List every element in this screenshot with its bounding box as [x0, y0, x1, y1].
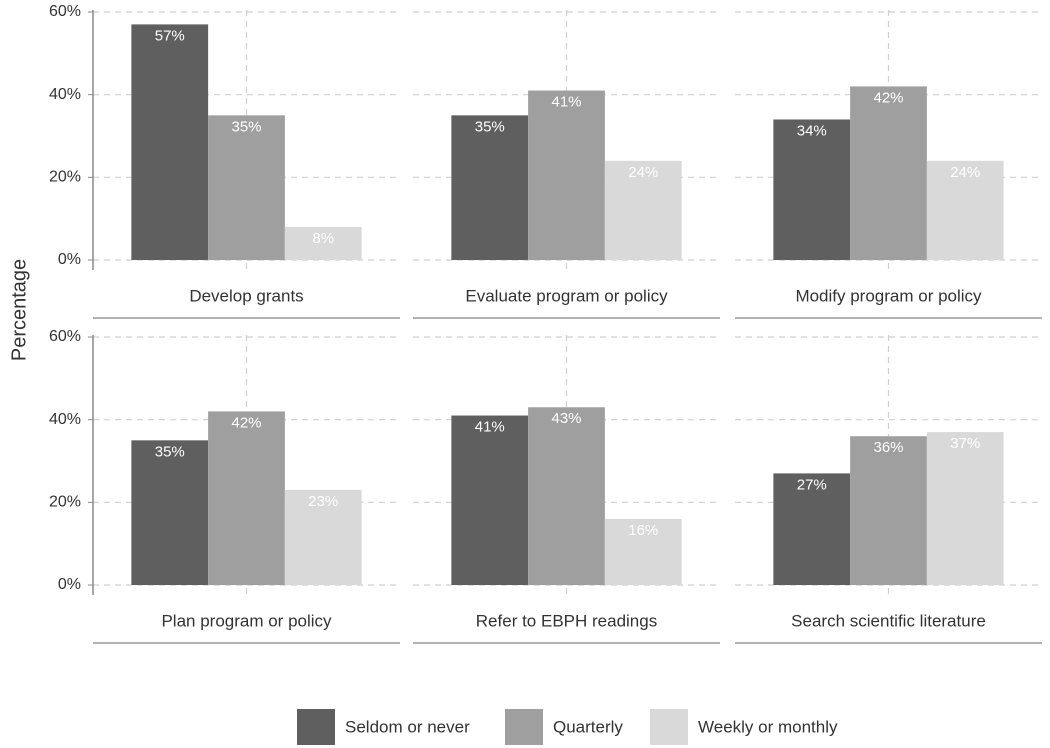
facet-label: Evaluate program or policy [465, 286, 668, 305]
facet-label: Search scientific literature [791, 611, 986, 630]
value-label: 42% [231, 414, 261, 431]
y-tick-label: 60% [49, 328, 81, 345]
legend-swatch [650, 709, 688, 745]
value-label: 35% [155, 443, 185, 460]
bar [284, 489, 362, 585]
value-label: 16% [628, 522, 658, 539]
value-label: 23% [308, 493, 338, 510]
bar [131, 440, 209, 585]
bar [528, 407, 605, 585]
facet-label: Refer to EBPH readings [476, 611, 657, 630]
bar [208, 115, 285, 260]
bar [773, 119, 851, 260]
value-label: 43% [551, 410, 581, 427]
value-label: 41% [475, 419, 505, 436]
legend-swatch [297, 709, 335, 745]
value-label: 24% [628, 164, 658, 181]
bar [926, 432, 1004, 585]
bar [850, 86, 927, 261]
legend-label: Seldom or never [345, 717, 470, 736]
value-label: 35% [475, 118, 505, 135]
bar [208, 411, 285, 585]
value-label: 36% [873, 439, 903, 456]
y-tick-label: 40% [49, 411, 81, 428]
facet-label: Develop grants [189, 286, 303, 305]
value-label: 35% [231, 118, 261, 135]
value-label: 34% [797, 122, 827, 139]
bar [926, 160, 1004, 260]
value-label: 37% [950, 435, 980, 452]
legend-label: Quarterly [553, 717, 623, 736]
bar [451, 115, 529, 260]
value-label: 42% [873, 89, 903, 106]
y-axis-title: Percentage [8, 259, 30, 361]
bar [528, 90, 605, 261]
facet-label: Modify program or policy [795, 286, 982, 305]
facet-label: Plan program or policy [161, 611, 332, 630]
bar [850, 436, 927, 585]
legend-swatch [505, 709, 543, 745]
y-tick-label: 20% [49, 169, 81, 186]
value-label: 41% [551, 94, 581, 111]
y-tick-label: 20% [49, 494, 81, 511]
bar [451, 415, 529, 585]
value-label: 27% [797, 476, 827, 493]
bar [773, 473, 851, 585]
y-tick-label: 40% [49, 86, 81, 103]
value-label: 8% [312, 230, 334, 247]
bar [604, 518, 682, 585]
y-tick-label: 0% [58, 251, 81, 268]
value-label: 57% [155, 27, 185, 44]
value-label: 24% [950, 164, 980, 181]
bar [284, 226, 362, 260]
y-tick-label: 0% [58, 576, 81, 593]
bar [604, 160, 682, 260]
bar [131, 24, 209, 261]
y-tick-label: 60% [49, 3, 81, 20]
legend-label: Weekly or monthly [698, 717, 838, 736]
